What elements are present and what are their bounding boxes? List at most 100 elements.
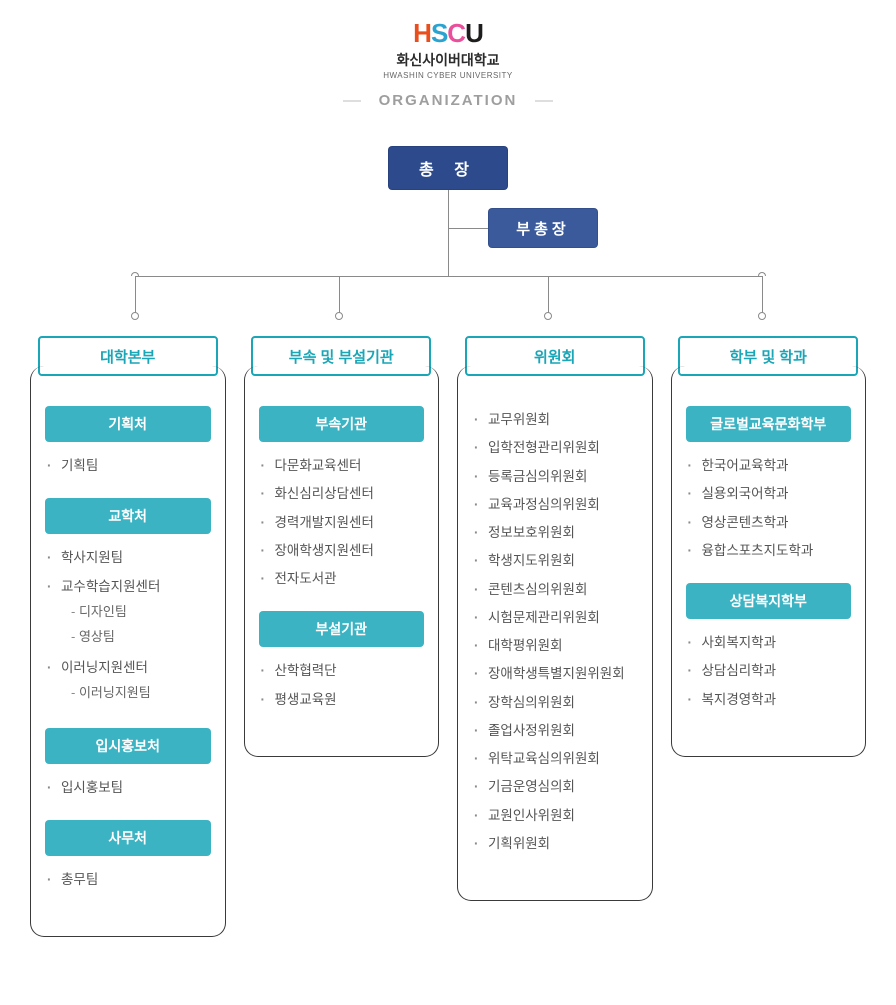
node-vice-president: 부총장 <box>488 208 598 248</box>
list-item: 한국어교육학과 <box>686 452 852 480</box>
list-item-text: 장애학생지원센터 <box>275 543 374 558</box>
list-item: 다문화교육센터 <box>259 452 425 480</box>
section-head: 기획처 <box>45 406 211 442</box>
list-item-text: 한국어교육학과 <box>702 458 789 473</box>
list-item-text: 기금운영심의회 <box>488 779 575 794</box>
column: 대학본부기획처기획팀교학처학사지원팀교수학습지원센터디자인팀영상팀이러닝지원센터… <box>30 336 226 937</box>
list-item-text: 정보보호위원회 <box>488 525 575 540</box>
list-item: 기금운영심의회 <box>472 773 638 801</box>
section-head: 상담복지학부 <box>686 583 852 619</box>
list-item-text: 총무팀 <box>61 872 98 887</box>
list-item-text: 학사지원팀 <box>61 550 123 565</box>
list-item: 콘텐츠심의위원회 <box>472 576 638 604</box>
section-items: 다문화교육센터화신심리상담센터경력개발지원센터장애학생지원센터전자도서관 <box>259 452 425 593</box>
list-item-text: 입시홍보팀 <box>61 780 123 795</box>
list-item-text: 시험문제관리위원회 <box>488 610 600 625</box>
list-item: 교육과정심의위원회 <box>472 491 638 519</box>
logo-letter: U <box>465 18 483 48</box>
section-head: 교학처 <box>45 498 211 534</box>
list-item: 사회복지학과 <box>686 629 852 657</box>
list-item-text: 이러닝지원센터 <box>61 660 148 675</box>
list-item-text: 화신심리상담센터 <box>275 486 374 501</box>
list-item-text: 다문화교육센터 <box>275 458 362 473</box>
rail-drop-dot <box>544 312 552 320</box>
connector-vp-stub <box>448 228 488 229</box>
list-item: 장애학생특별지원위원회 <box>472 660 638 688</box>
sub-list-item: 이러닝지원팀 <box>71 680 211 706</box>
list-item-text: 콘텐츠심의위원회 <box>488 582 587 597</box>
sub-items: 디자인팀영상팀 <box>45 599 211 650</box>
column-body: 기획처기획팀교학처학사지원팀교수학습지원센터디자인팀영상팀이러닝지원센터이러닝지… <box>30 366 226 937</box>
section-head: 글로벌교육문화학부 <box>686 406 852 442</box>
logo-hscu: HSCU <box>30 20 866 46</box>
list-item: 등록금심의위원회 <box>472 463 638 491</box>
section-items: 사회복지학과상담심리학과복지경영학과 <box>686 629 852 714</box>
rail-drop <box>548 276 549 316</box>
section-items: 입시홍보팀 <box>45 774 211 802</box>
rail-drop-dot <box>131 312 139 320</box>
list-item: 입시홍보팀 <box>45 774 211 802</box>
columns-row: 대학본부기획처기획팀교학처학사지원팀교수학습지원센터디자인팀영상팀이러닝지원센터… <box>30 336 866 937</box>
list-item-text: 복지경영학과 <box>702 692 777 707</box>
logo-letter: C <box>447 18 465 48</box>
list-item-text: 교원인사위원회 <box>488 808 575 823</box>
list-item-text: 평생교육원 <box>275 692 337 707</box>
list-item: 대학평위원회 <box>472 632 638 660</box>
tree-rail <box>30 276 866 336</box>
org-title: ORGANIZATION <box>361 92 536 109</box>
list-item: 학사지원팀 <box>45 544 211 572</box>
rail-drop <box>762 276 763 316</box>
list-item-text: 학생지도위원회 <box>488 553 575 568</box>
list-item: 졸업사정위원회 <box>472 717 638 745</box>
list-item: 전자도서관 <box>259 565 425 593</box>
list-item: 이러닝지원센터이러닝지원팀 <box>45 654 211 710</box>
list-item: 경력개발지원센터 <box>259 509 425 537</box>
header-logo-block: HSCU 화신사이버대학교 HWASHIN CYBER UNIVERSITY O… <box>30 20 866 110</box>
column: 위원회교무위원회입학전형관리위원회등록금심의위원회교육과정심의위원회정보보호위원… <box>457 336 653 937</box>
list-item-text: 융합스포츠지도학과 <box>702 543 814 558</box>
list-item-text: 영상콘텐츠학과 <box>702 515 789 530</box>
list-item: 영상콘텐츠학과 <box>686 509 852 537</box>
list-item-text: 등록금심의위원회 <box>488 469 587 484</box>
section-head: 부설기관 <box>259 611 425 647</box>
connector-president-down <box>448 190 449 276</box>
logo-letter: H <box>413 18 431 48</box>
section-items: 한국어교육학과실용외국어학과영상콘텐츠학과융합스포츠지도학과 <box>686 452 852 565</box>
list-item-text: 졸업사정위원회 <box>488 723 575 738</box>
list-item: 복지경영학과 <box>686 686 852 714</box>
list-item: 교수학습지원센터디자인팀영상팀 <box>45 573 211 654</box>
sub-list-item: 디자인팀 <box>71 599 211 625</box>
logo-letter: S <box>431 18 447 48</box>
list-item-text: 입학전형관리위원회 <box>488 440 600 455</box>
list-item-text: 장학심의위원회 <box>488 695 575 710</box>
list-item: 위탁교육심의위원회 <box>472 745 638 773</box>
list-item: 정보보호위원회 <box>472 519 638 547</box>
column: 학부 및 학과글로벌교육문화학부한국어교육학과실용외국어학과영상콘텐츠학과융합스… <box>671 336 867 937</box>
list-item-text: 경력개발지원센터 <box>275 515 374 530</box>
list-item: 장애학생지원센터 <box>259 537 425 565</box>
tree-top: 총 장 부총장 <box>30 146 866 276</box>
sub-list-item: 영상팀 <box>71 624 211 650</box>
list-item: 교무위원회 <box>472 406 638 434</box>
list-item-text: 상담심리학과 <box>702 663 777 678</box>
list-item-text: 기획위원회 <box>488 836 550 851</box>
logo-subtitle-en: HWASHIN CYBER UNIVERSITY <box>30 71 866 80</box>
column-body: 글로벌교육문화학부한국어교육학과실용외국어학과영상콘텐츠학과융합스포츠지도학과상… <box>671 366 867 757</box>
list-item-text: 실용외국어학과 <box>702 486 789 501</box>
node-president: 총 장 <box>388 146 508 190</box>
section-items: 총무팀 <box>45 866 211 894</box>
rail-drop-dot <box>758 312 766 320</box>
list-item: 실용외국어학과 <box>686 480 852 508</box>
list-item-text: 교육과정심의위원회 <box>488 497 600 512</box>
section-items: 교무위원회입학전형관리위원회등록금심의위원회교육과정심의위원회정보보호위원회학생… <box>472 406 638 858</box>
list-item-text: 교무위원회 <box>488 412 550 427</box>
list-item: 산학협력단 <box>259 657 425 685</box>
rail-horizontal <box>135 276 762 277</box>
rail-drop <box>339 276 340 316</box>
list-item: 상담심리학과 <box>686 657 852 685</box>
list-item-text: 기획팀 <box>61 458 98 473</box>
list-item: 학생지도위원회 <box>472 547 638 575</box>
org-title-wrap: ORGANIZATION <box>30 92 866 110</box>
list-item: 화신심리상담센터 <box>259 480 425 508</box>
list-item-text: 산학협력단 <box>275 663 337 678</box>
